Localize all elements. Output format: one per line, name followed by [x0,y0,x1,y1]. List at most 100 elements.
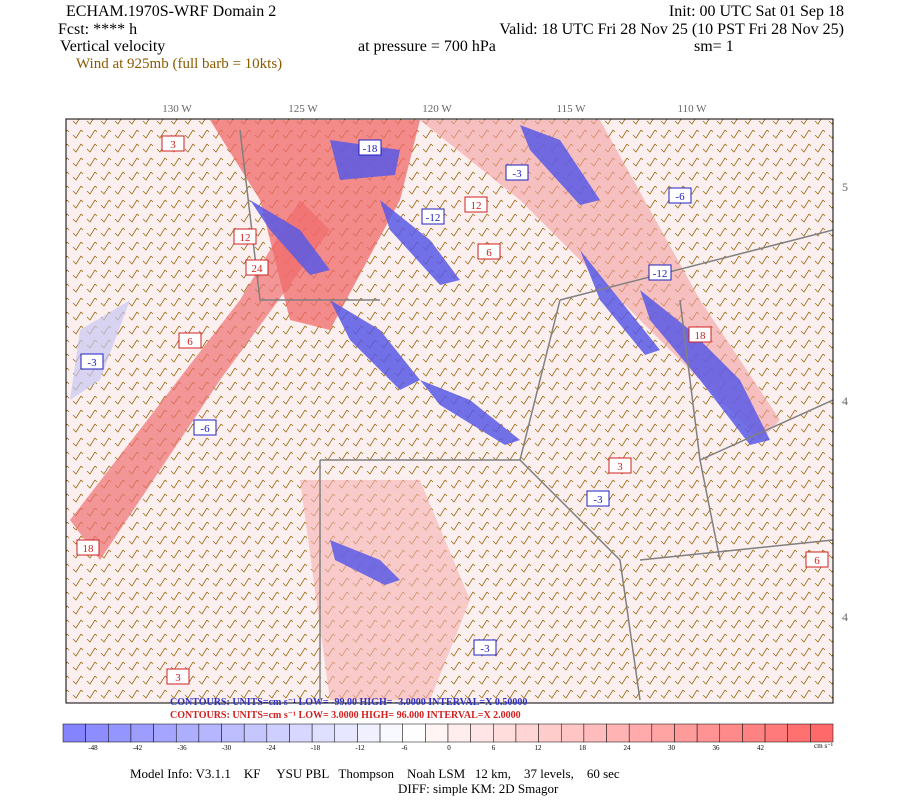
field-name: Vertical velocity [60,38,165,55]
contour-label: 3 [175,672,181,684]
smoothing: sm= 1 [694,38,734,55]
colorbar-tick-label: -42 [133,744,143,752]
contour-label-box [76,539,100,556]
contour-label-box [233,228,257,245]
colorbar-box [674,723,698,743]
colorbar-tick-label: -6 [402,744,408,752]
contour-label: -3 [512,168,522,180]
contour-label-box [648,264,672,281]
contour-label: -6 [200,423,210,435]
colorbar-box [810,723,834,743]
colorbar-box [425,723,449,743]
map-area: -3 6 12 -12 18 -18 24 -6 3 -3 6 -3 12 -12 3 -6 18 3 -3 6 [66,119,833,703]
contour-label: 6 [814,555,820,567]
map-frame [65,118,834,704]
downdraft-area [70,300,130,400]
init-time: Init: 00 UTC Sat 01 Sep 18 [669,3,844,20]
contour-label: -12 [653,268,668,280]
colorbar-unit: cm s⁻¹ [814,742,833,750]
longitude-label: 125 W [288,103,318,115]
colorbar-box [560,723,585,743]
latitude-labels: 5 4 4 [842,180,848,624]
updraft-band [70,200,330,560]
contour-label: 3 [617,461,623,473]
contour-label-box [477,243,501,260]
diff-info: DIFF: simple KM: 2D Smagor [398,781,559,796]
contour-label: -3 [593,494,603,506]
colorbar-box [493,723,517,743]
pressure-level: at pressure = 700 hPa [358,38,496,55]
longitude-labels: 130 W 125 W 120 W 115 W 110 W [162,103,707,115]
colorbar-tick-label: -36 [177,744,187,752]
colorbar-tick-label: 0 [447,744,451,752]
longitude-label: 130 W [162,103,192,115]
contour-label: -12 [426,212,441,224]
contour-label: 24 [252,263,264,275]
borders [239,129,833,701]
contour-label: 6 [187,336,193,348]
contour-label: 18 [695,330,707,342]
colorbar-tick-label: 6 [492,744,496,752]
colorbar-box [696,723,721,743]
colorbar-box [787,723,811,743]
contour-label-box [178,332,202,349]
updraft-band [300,480,470,700]
colorbar-box [108,723,132,743]
contour-label: 12 [471,200,482,212]
longitude-label: 115 W [556,103,586,115]
colorbar-tick-label: 36 [713,744,721,752]
colorbar-tick-label: 24 [624,744,632,752]
colorbar: -48 -42 -36 -30 -24 -18 -12 -6 0 6 12 18 24 30 36 42 [62,723,834,752]
colorbar-tick-label: -24 [266,744,276,752]
contour-label: 3 [170,139,176,151]
colorbar-box [470,723,494,743]
contour-label-box [193,419,217,436]
colorbar-box [153,723,177,743]
colorbar-tick-label: -18 [311,744,321,752]
negative-contour-info: CONTOURS: UNITS=cm s⁻¹ LOW= -99.00 HIGH=… [170,697,527,708]
colorbar-box [651,723,675,743]
colorbar-box [742,723,766,743]
contour-label: -6 [675,191,685,203]
contour-label: -3 [87,357,97,369]
contour-label-box [608,457,632,474]
contour-label-box [464,196,488,213]
colorbar-box [357,723,381,743]
contour-label-box [421,208,445,225]
contour-labels: -3 6 12 -12 18 -18 24 -6 3 -3 6 -3 12 -12 3 -6 18 3 -3 6 [76,135,829,685]
contour-label-box [688,326,712,343]
contour-label: 12 [240,232,251,244]
colorbar-tick-label: 12 [535,744,543,752]
latitude-label: 4 [842,610,848,624]
model-info: Model Info: V3.1.1 KF YSU PBL Thompson N… [130,766,620,781]
contour-label: 18 [83,543,95,555]
colorbar-tick-label: 42 [757,744,765,752]
colorbar-tick-label: 18 [579,744,587,752]
contour-label-box [805,551,829,568]
longitude-label: 110 W [677,103,707,115]
contour-label-box [358,139,382,156]
colorbar-box [311,723,336,743]
colorbar-box [175,723,200,743]
colorbar-box [198,723,222,743]
forecast-hour: Fcst: **** h [58,21,137,38]
wind-note: Wind at 925mb (full barb = 10kts) [76,56,282,72]
colorbar-box [515,723,539,743]
colorbar-box [583,723,607,743]
downdraft-stripes [250,125,770,585]
colorbar-tick-label: -12 [355,744,365,752]
contour-label-box [586,490,610,507]
colorbar-box [85,723,109,743]
title: ECHAM.1970S-WRF Domain 2 [66,3,276,20]
colorbar-box [334,723,358,743]
colorbar-box [266,723,290,743]
colorbar-box [538,723,562,743]
contour-label-box [668,187,692,204]
longitude-label: 120 W [422,103,452,115]
valid-time: Valid: 18 UTC Fri 28 Nov 25 (10 PST Fri … [499,21,844,38]
colorbar-box [719,723,743,743]
colorbar-box [130,723,154,743]
contour-label: -3 [480,643,490,655]
